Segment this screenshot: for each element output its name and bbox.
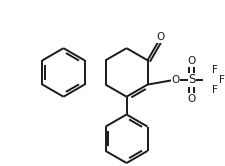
Text: O: O bbox=[157, 32, 165, 42]
Text: O: O bbox=[188, 94, 196, 104]
Text: S: S bbox=[188, 73, 196, 86]
Text: F: F bbox=[212, 65, 217, 75]
Text: F: F bbox=[212, 85, 217, 95]
Text: F: F bbox=[219, 75, 225, 85]
Text: O: O bbox=[171, 75, 180, 85]
Text: O: O bbox=[188, 56, 196, 66]
